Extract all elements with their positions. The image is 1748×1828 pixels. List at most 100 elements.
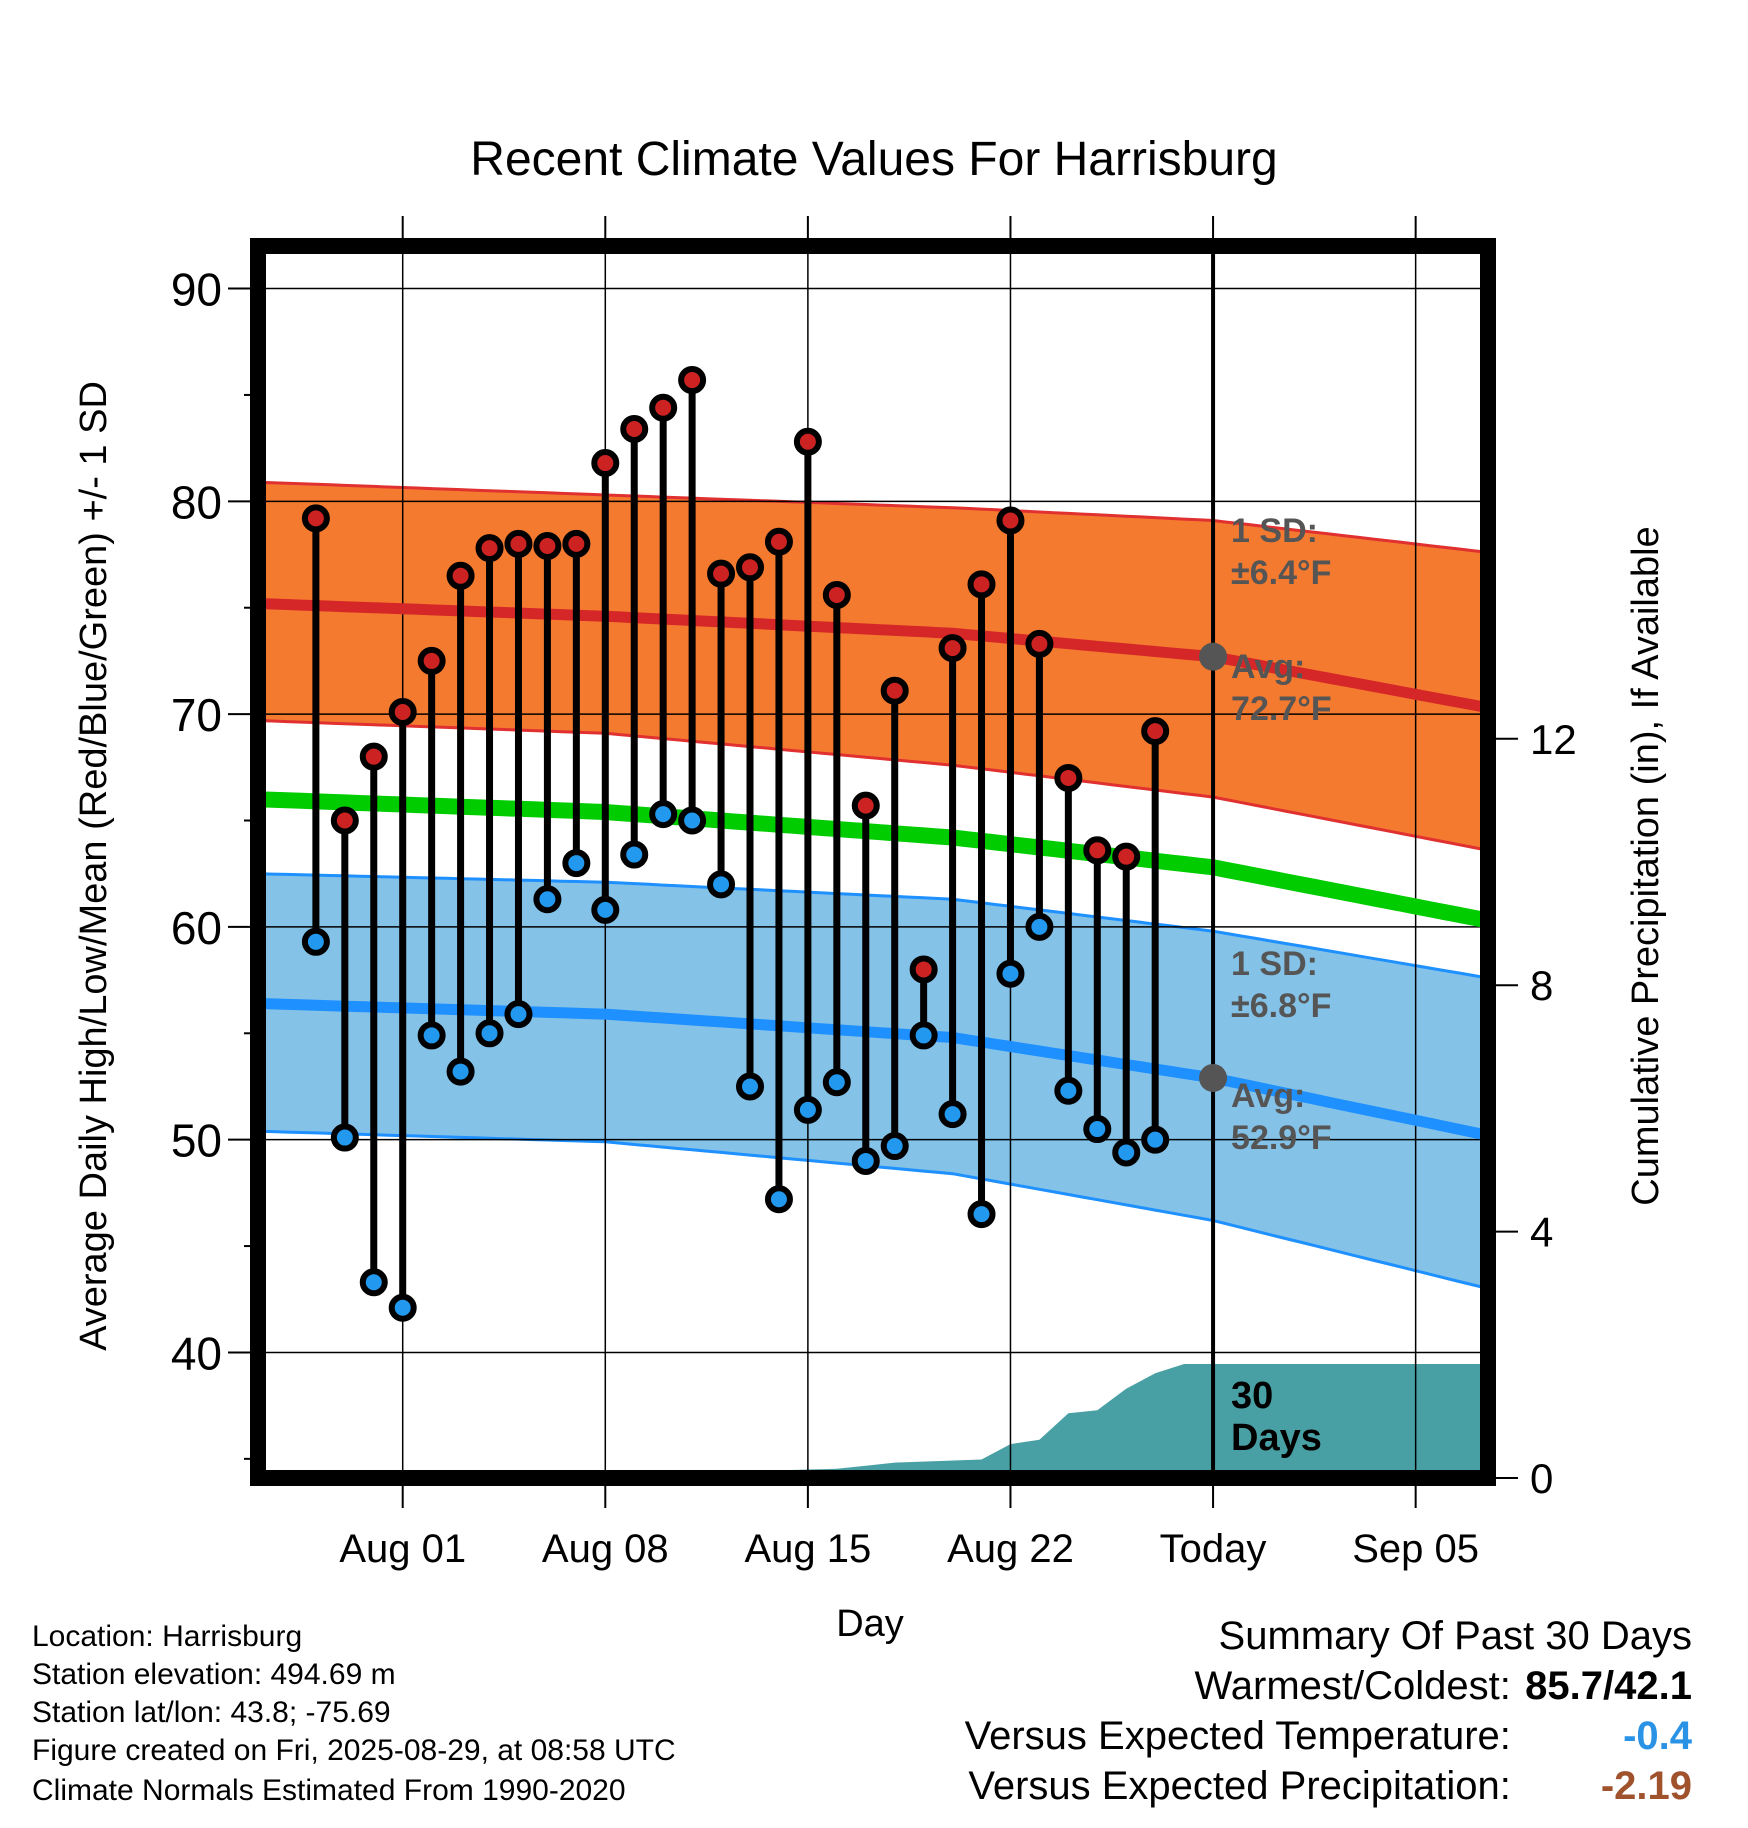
precip-label: Versus Expected Precipitation: (968, 1764, 1511, 1808)
obs-high-point (620, 414, 649, 443)
obs-low-point (417, 1021, 446, 1050)
obs-high-point (649, 393, 678, 422)
precip-area (258, 1364, 1488, 1478)
obs-high-point (967, 570, 996, 599)
obs-high-point (1112, 842, 1141, 871)
x-tick-label: Sep 05 (1352, 1527, 1479, 1571)
elevation-label: Station elevation: 494.69 m (32, 1658, 396, 1691)
obs-low-point (736, 1072, 764, 1101)
obs-high-point (504, 529, 533, 558)
obs-low-point (1054, 1076, 1083, 1105)
x-axis-title: Day (836, 1603, 904, 1645)
obs-high-point (1054, 763, 1083, 792)
obs-low-point (1083, 1115, 1112, 1144)
low-avg-annotation: Avg: (1231, 1077, 1305, 1115)
days-annotation: 30 (1231, 1375, 1273, 1417)
obs-low-point (533, 885, 562, 914)
chart-title: Recent Climate Values For Harrisburg (470, 133, 1278, 186)
obs-high-point (1083, 836, 1112, 865)
today-low-avg-marker (1199, 1063, 1228, 1092)
plot-area (258, 246, 1488, 1478)
obs-low-point (1141, 1125, 1170, 1154)
obs-low-point (764, 1185, 793, 1214)
summary-warmest-row: Warmest/Coldest: 85.7/42.1 (1195, 1664, 1693, 1709)
high-band-upper-edge (258, 480, 1488, 554)
y2-tick-label: 8 (1530, 962, 1553, 1009)
obs-high-point (388, 697, 417, 726)
low-sd-band (258, 873, 1488, 1289)
y-tick-label: 50 (171, 1115, 222, 1167)
warmest-value: 85.7/42.1 (1525, 1664, 1692, 1708)
temp-anomaly-value: -0.4 (1623, 1714, 1692, 1758)
obs-low-point (649, 800, 678, 829)
y2-tick-label: 12 (1530, 716, 1577, 763)
y-tick-label: 70 (171, 689, 222, 741)
obs-high-point (533, 532, 562, 561)
y-tick-label: 60 (171, 902, 222, 954)
plot-frame (250, 238, 1496, 1486)
obs-low-point (1025, 912, 1054, 941)
x-tick-label: Today (1160, 1527, 1267, 1571)
obs-high-point (996, 506, 1025, 535)
obs-low-point (822, 1068, 851, 1097)
high-sd-band (258, 482, 1488, 851)
low-sd-annotation: 1 SD: (1231, 945, 1318, 983)
obs-low-point (359, 1268, 388, 1297)
obs-high-point (1141, 717, 1170, 746)
y2-tick-label: 4 (1530, 1209, 1553, 1256)
location-label: Location: Harrisburg (32, 1620, 303, 1653)
obs-low-point (591, 895, 620, 924)
high-sd-annotation: ±6.4°F (1231, 554, 1331, 592)
obs-high-point (678, 366, 707, 395)
obs-low-point (938, 1100, 967, 1129)
obs-low-point (678, 806, 707, 835)
obs-high-point (591, 449, 620, 478)
obs-high-point (764, 527, 793, 556)
obs-low-point (880, 1132, 909, 1161)
obs-low-point (620, 840, 649, 869)
y2-tick-label: 0 (1530, 1455, 1553, 1502)
obs-high-point (301, 504, 330, 533)
high-avg-annotation: Avg: (1231, 648, 1305, 686)
low-avg-annotation: 52.9°F (1231, 1119, 1332, 1157)
x-tick-label: Aug 08 (542, 1527, 669, 1571)
obs-low-point (851, 1146, 880, 1175)
obs-high-point (359, 742, 388, 771)
precip-anomaly-value: -2.19 (1600, 1764, 1692, 1808)
y-tick-label: 40 (171, 1327, 222, 1379)
obs-low-point (707, 870, 736, 899)
warmest-label: Warmest/Coldest: (1194, 1664, 1511, 1708)
obs-low-point (793, 1095, 822, 1124)
y-tick-label: 90 (171, 264, 222, 316)
obs-high-point (562, 529, 591, 558)
today-high-avg-marker (1199, 642, 1228, 671)
high-sd-annotation: 1 SD: (1231, 512, 1318, 550)
obs-high-point (909, 955, 938, 984)
low-sd-annotation: ±6.8°F (1231, 987, 1331, 1025)
obs-high-point (793, 427, 822, 456)
normals-label: Climate Normals Estimated From 1990-2020 (32, 1774, 626, 1807)
obs-high-point (851, 791, 880, 820)
temp-label: Versus Expected Temperature: (964, 1714, 1511, 1758)
y-axis-title: Average Daily High/Low/Mean (Red/Blue/Gr… (73, 381, 115, 1351)
x-tick-label: Aug 01 (339, 1527, 466, 1571)
y2-axis-title: Cumulative Precipitation (in), If Availa… (1625, 526, 1667, 1205)
obs-high-point (938, 634, 967, 663)
obs-high-point (822, 580, 851, 609)
obs-high-point (330, 806, 359, 835)
obs-high-point (475, 534, 504, 563)
obs-high-point (1025, 629, 1054, 658)
obs-low-point (301, 927, 330, 956)
summary-heading: Summary Of Past 30 Days (1218, 1614, 1692, 1658)
days-annotation: Days (1231, 1417, 1322, 1459)
y-tick-label: 80 (171, 476, 222, 528)
obs-high-point (417, 646, 446, 675)
high-avg-annotation: 72.7°F (1231, 690, 1332, 728)
obs-low-point (330, 1123, 359, 1152)
summary-precip-row: Versus Expected Precipitation: -2.19 (968, 1764, 1692, 1809)
latlon-label: Station lat/lon: 43.8; -75.69 (32, 1696, 391, 1729)
obs-low-point (388, 1293, 417, 1322)
obs-high-point (880, 676, 909, 705)
obs-high-point (446, 561, 475, 590)
obs-high-point (707, 559, 736, 588)
